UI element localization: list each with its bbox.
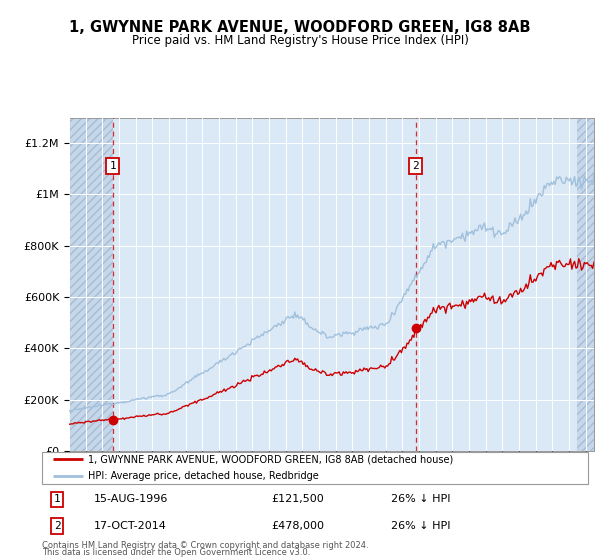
Text: 17-OCT-2014: 17-OCT-2014 bbox=[94, 521, 167, 531]
Text: Contains HM Land Registry data © Crown copyright and database right 2024.: Contains HM Land Registry data © Crown c… bbox=[42, 541, 368, 550]
Text: HPI: Average price, detached house, Redbridge: HPI: Average price, detached house, Redb… bbox=[88, 472, 319, 481]
FancyBboxPatch shape bbox=[42, 452, 588, 484]
Text: 26% ↓ HPI: 26% ↓ HPI bbox=[391, 521, 451, 531]
Text: 1: 1 bbox=[109, 161, 116, 171]
Text: £121,500: £121,500 bbox=[271, 494, 324, 505]
Text: 1: 1 bbox=[54, 494, 61, 505]
Text: 26% ↓ HPI: 26% ↓ HPI bbox=[391, 494, 451, 505]
Text: 2: 2 bbox=[412, 161, 419, 171]
Text: This data is licensed under the Open Government Licence v3.0.: This data is licensed under the Open Gov… bbox=[42, 548, 310, 557]
Text: Price paid vs. HM Land Registry's House Price Index (HPI): Price paid vs. HM Land Registry's House … bbox=[131, 34, 469, 46]
Text: £478,000: £478,000 bbox=[271, 521, 325, 531]
Text: 1, GWYNNE PARK AVENUE, WOODFORD GREEN, IG8 8AB (detached house): 1, GWYNNE PARK AVENUE, WOODFORD GREEN, I… bbox=[88, 454, 454, 464]
Text: 15-AUG-1996: 15-AUG-1996 bbox=[94, 494, 168, 505]
Text: 1, GWYNNE PARK AVENUE, WOODFORD GREEN, IG8 8AB: 1, GWYNNE PARK AVENUE, WOODFORD GREEN, I… bbox=[69, 20, 531, 35]
Text: 2: 2 bbox=[54, 521, 61, 531]
